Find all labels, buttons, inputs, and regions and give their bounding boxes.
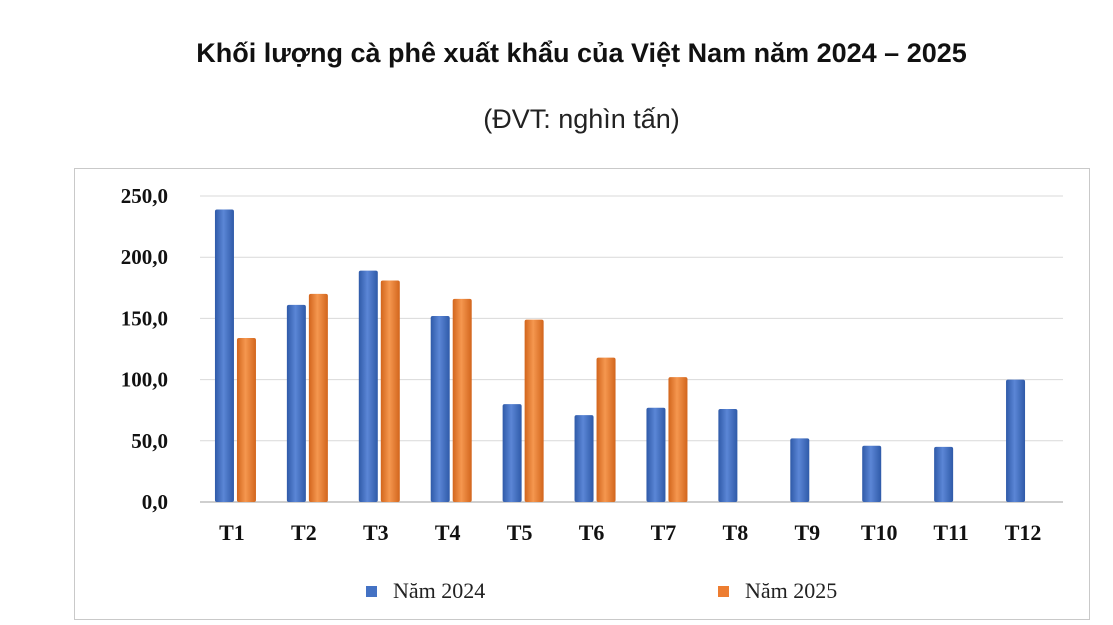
gridlines — [200, 195, 1063, 503]
x-tick-label: T5 — [507, 520, 533, 545]
bar-nam-2024-t4 — [430, 315, 450, 502]
bar-nam-2024-t9 — [790, 438, 810, 502]
y-tick-label: 50,0 — [131, 429, 168, 453]
x-tick-label: T1 — [219, 520, 245, 545]
bar-nam-2024-t1 — [214, 209, 234, 503]
bar-nam-2024-t10 — [862, 445, 882, 502]
x-tick-label: T3 — [363, 520, 389, 545]
y-tick-label: 200,0 — [121, 245, 168, 269]
y-tick-label: 250,0 — [121, 184, 168, 208]
bar-nam-2025-t4 — [452, 298, 472, 502]
legend: Năm 2024 Năm 2025 — [366, 578, 837, 603]
x-tick-label: T2 — [291, 520, 317, 545]
y-axis-ticks: 0,0 50,0 100,0 150,0 200,0 250,0 — [121, 184, 168, 514]
bar-nam-2024-t8 — [718, 408, 738, 502]
bar-nam-2025-t2 — [308, 293, 328, 502]
x-tick-label: T12 — [1005, 520, 1042, 545]
legend-swatch — [366, 586, 377, 597]
x-tick-label: T11 — [933, 520, 968, 545]
legend-label: Năm 2024 — [393, 578, 485, 603]
bar-nam-2024-t3 — [358, 270, 378, 502]
bar-nam-2024-t6 — [574, 415, 594, 502]
bar-nam-2024-t2 — [286, 304, 306, 502]
legend-label: Năm 2025 — [745, 578, 837, 603]
bars — [214, 209, 1026, 503]
bar-nam-2025-t3 — [380, 280, 400, 502]
y-tick-label: 0,0 — [142, 490, 168, 514]
x-tick-label: T9 — [794, 520, 820, 545]
chart-subtitle: (ĐVT: nghìn tấn) — [483, 104, 680, 134]
bar-nam-2024-t7 — [646, 407, 666, 502]
bar-nam-2024-t5 — [502, 404, 522, 502]
x-tick-label: T10 — [861, 520, 898, 545]
legend-swatch — [718, 586, 729, 597]
x-tick-label: T6 — [579, 520, 605, 545]
bar-nam-2025-t7 — [668, 377, 688, 502]
chart-title: Khối lượng cà phê xuất khẩu của Việt Nam… — [196, 38, 967, 68]
bar-nam-2024-t12 — [1006, 379, 1026, 502]
y-tick-label: 150,0 — [121, 306, 168, 330]
bar-nam-2025-t5 — [524, 319, 544, 502]
x-tick-label: T8 — [723, 520, 749, 545]
x-tick-label: T4 — [435, 520, 461, 545]
y-tick-label: 100,0 — [121, 368, 168, 392]
bar-nam-2025-t6 — [596, 357, 616, 502]
bar-nam-2024-t11 — [934, 446, 954, 502]
x-axis-ticks: T1 T2 T3 T4 T5 T6 T7 T8 T9 T10 T11 T12 — [219, 520, 1041, 545]
x-tick-label: T7 — [651, 520, 677, 545]
bar-nam-2025-t1 — [236, 337, 256, 502]
